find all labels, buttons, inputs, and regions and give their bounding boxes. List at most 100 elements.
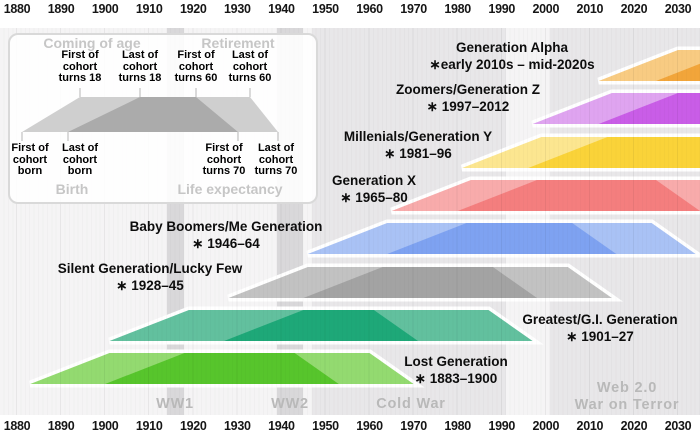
legend-life-expectancy-label: Life expectancy xyxy=(177,181,283,197)
marker-line: First of xyxy=(11,142,49,154)
year-tick-label: 2010 xyxy=(576,419,604,433)
year-tick-label: 1910 xyxy=(135,419,163,433)
year-tick-label: 1950 xyxy=(312,419,339,433)
generation-shape-dark xyxy=(303,267,537,298)
year-tick-label: 1920 xyxy=(179,419,207,433)
plot-area: WW1 WW2 Cold War War on Terror Web 2.0 Gener… xyxy=(0,28,700,415)
legend-bottom-marker: First of cohort turns 70 xyxy=(202,142,246,178)
era-label: WW2 xyxy=(271,396,309,412)
legend-retirement-label: Retirement xyxy=(201,35,275,51)
marker-line: Last of xyxy=(257,142,295,154)
era-label: WW1 xyxy=(156,396,194,412)
generation-label: Zoomers/Generation Z ∗ 1997–2012 xyxy=(396,82,540,115)
year-tick-label: 2030 xyxy=(664,419,692,433)
year-tick-label: 1890 xyxy=(47,419,75,433)
legend-top-marker: First of cohort turns 18 xyxy=(58,49,102,85)
generation-name: Millenials/Generation Y xyxy=(343,129,493,144)
generation-birth-years: ∗ 1997–2012 xyxy=(426,98,510,114)
generation-name: Generation X xyxy=(331,173,417,188)
year-tick-label: 1980 xyxy=(444,2,471,16)
generation-birth-years: ∗ 1883–1900 xyxy=(414,370,498,386)
generation-birth-years: ∗ 1981–96 xyxy=(384,145,452,161)
marker-line: born xyxy=(67,165,93,177)
generation-label: Baby Boomers/Me Generation ∗ 1946–64 xyxy=(130,219,323,252)
marker-line: cohort xyxy=(12,153,48,166)
marker-line: First of xyxy=(205,142,243,154)
year-tick-label: 1880 xyxy=(3,2,31,16)
legend-top-marker: First of cohort turns 60 xyxy=(175,49,218,85)
marker-line: turns 60 xyxy=(228,72,272,84)
era-label: Cold War xyxy=(376,396,446,412)
generation-name: Baby Boomers/Me Generation xyxy=(129,219,323,234)
generation-shape-dark xyxy=(387,223,617,254)
generation-label: Lost Generation ∗ 1883–1900 xyxy=(404,354,508,387)
generation-name: Greatest/G.I. Generation xyxy=(522,312,678,327)
year-tick-label: 1900 xyxy=(91,419,119,433)
generation-birth-years: ∗ 1928–45 xyxy=(116,277,184,293)
generation-name: Generation Alpha xyxy=(455,40,568,55)
bottom-year-axis: 1880 1890 1900 1910 1920 1930 1940 1950 1960 1970… xyxy=(0,415,700,438)
generation-shape-dark xyxy=(528,137,700,168)
year-tick-label: 1910 xyxy=(135,2,163,16)
generation-shape-dark xyxy=(457,180,700,211)
legend-coming-of-age-label: Coming of age xyxy=(43,35,141,51)
marker-line: First of xyxy=(61,49,99,61)
year-tick-label: 1990 xyxy=(488,419,516,433)
generation-shape-dark xyxy=(598,93,700,124)
year-tick-label: 1960 xyxy=(356,2,383,16)
marker-line: turns 70 xyxy=(254,165,298,177)
era-label: War on Terror xyxy=(574,397,680,413)
generation-birth-years: ∗early 2010s – mid-2020s xyxy=(429,56,595,72)
legend-bottom-marker: Last of cohort turns 70 xyxy=(254,142,298,178)
marker-line: cohort xyxy=(258,153,294,166)
generation-birth-years: ∗ 1965–80 xyxy=(340,189,408,205)
year-tick-label: 1980 xyxy=(444,419,471,433)
year-tick-label: 1950 xyxy=(312,2,339,16)
year-tick-label: 1940 xyxy=(268,2,295,16)
year-tick-label: 1930 xyxy=(224,419,251,433)
era-label-secondary: Web 2.0 xyxy=(596,380,658,396)
year-tick-label: 2030 xyxy=(664,2,692,16)
year-tick-label: 2000 xyxy=(532,419,560,433)
marker-line: turns 18 xyxy=(58,72,102,84)
generation-name: Silent Generation/Lucky Few xyxy=(57,261,243,276)
marker-line: cohort xyxy=(232,60,268,73)
marker-line: cohort xyxy=(178,60,214,73)
marker-line: born xyxy=(17,165,43,177)
year-tick-label: 2000 xyxy=(532,2,560,16)
year-tick-label: 1880 xyxy=(3,419,31,433)
legend-bottom-marker: Last of cohort born xyxy=(62,142,98,178)
generation-shape-light xyxy=(598,50,700,81)
generation-shape-dark xyxy=(224,310,418,341)
generation-birth-years: ∗ 1946–64 xyxy=(192,235,260,251)
year-tick-label: 1970 xyxy=(400,419,427,433)
generation-label: Greatest/G.I. Generation ∗ 1901–27 xyxy=(522,312,677,345)
generation-label: Millenials/Generation Y ∗ 1981–96 xyxy=(344,129,492,162)
year-tick-label: 1890 xyxy=(47,2,75,16)
year-tick-label: 2010 xyxy=(576,2,604,16)
marker-line: cohort xyxy=(122,60,158,73)
legend-top-marker: Last of cohort turns 60 xyxy=(228,49,272,85)
legend-bottom-marker: First of cohort born xyxy=(11,142,49,178)
legend-shape-dark xyxy=(68,97,238,132)
legend-shape xyxy=(21,88,279,141)
legend-top-marker: Last of cohort turns 18 xyxy=(118,49,162,85)
year-tick-label: 1900 xyxy=(91,2,119,16)
legend: Coming of age Retirement First of cohort t… xyxy=(8,33,318,204)
year-tick-label: 1960 xyxy=(356,419,383,433)
generation-name: Zoomers/Generation Z xyxy=(395,82,541,97)
marker-line: Last of xyxy=(121,49,159,61)
year-tick-label: 1930 xyxy=(224,2,251,16)
year-tick-label: 2020 xyxy=(620,419,648,433)
marker-line: turns 70 xyxy=(202,165,246,177)
year-tick-label: 1940 xyxy=(268,419,295,433)
year-tick-label: 1990 xyxy=(488,2,516,16)
marker-line: turns 18 xyxy=(118,72,162,84)
marker-line: cohort xyxy=(62,60,98,73)
year-tick-label: 1920 xyxy=(179,2,207,16)
generation-birth-years: ∗ 1901–27 xyxy=(566,328,634,344)
marker-line: cohort xyxy=(62,153,98,166)
marker-line: Last of xyxy=(231,49,269,61)
top-year-axis: 1880 1890 1900 1910 1920 1930 1940 1950 1960 1970… xyxy=(0,0,700,28)
